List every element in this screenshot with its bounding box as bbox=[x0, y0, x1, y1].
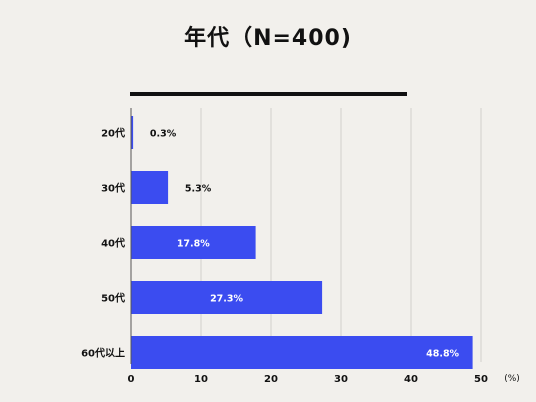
chart-title: 年代（N=400) bbox=[184, 26, 352, 51]
bar-20代 bbox=[131, 116, 134, 149]
axis-layer: 0 10 20 30 40 50 (%) 20代 30代 40代 50代 60代以上 bbox=[81, 108, 520, 385]
label-layer: 0.3% 5.3% 17.8% 27.3% 48.8% bbox=[150, 129, 460, 360]
title-rule bbox=[130, 92, 407, 96]
data-label: 5.3% bbox=[185, 184, 212, 195]
bar-30代 bbox=[131, 171, 169, 204]
bar-40代 bbox=[131, 226, 256, 259]
x-tick-label: 50 bbox=[474, 374, 488, 385]
bar-layer bbox=[131, 116, 473, 369]
data-label: 0.3% bbox=[150, 129, 177, 140]
data-label: 48.8% bbox=[426, 349, 459, 360]
category-label: 40代 bbox=[101, 237, 125, 250]
category-label: 50代 bbox=[101, 292, 125, 305]
category-label: 60代以上 bbox=[81, 347, 125, 360]
data-label: 17.8% bbox=[177, 239, 210, 250]
category-label: 20代 bbox=[101, 127, 125, 140]
x-tick-label: 0 bbox=[128, 374, 135, 385]
data-label: 27.3% bbox=[210, 294, 243, 305]
x-tick-label: 10 bbox=[194, 374, 208, 385]
bar-50代 bbox=[131, 281, 323, 314]
x-tick-label: 20 bbox=[264, 374, 278, 385]
category-label: 30代 bbox=[101, 182, 125, 195]
x-tick-label: 30 bbox=[334, 374, 348, 385]
x-unit-label: (%) bbox=[504, 374, 520, 384]
bar-60代以上 bbox=[131, 336, 473, 369]
x-tick-label: 40 bbox=[404, 374, 418, 385]
